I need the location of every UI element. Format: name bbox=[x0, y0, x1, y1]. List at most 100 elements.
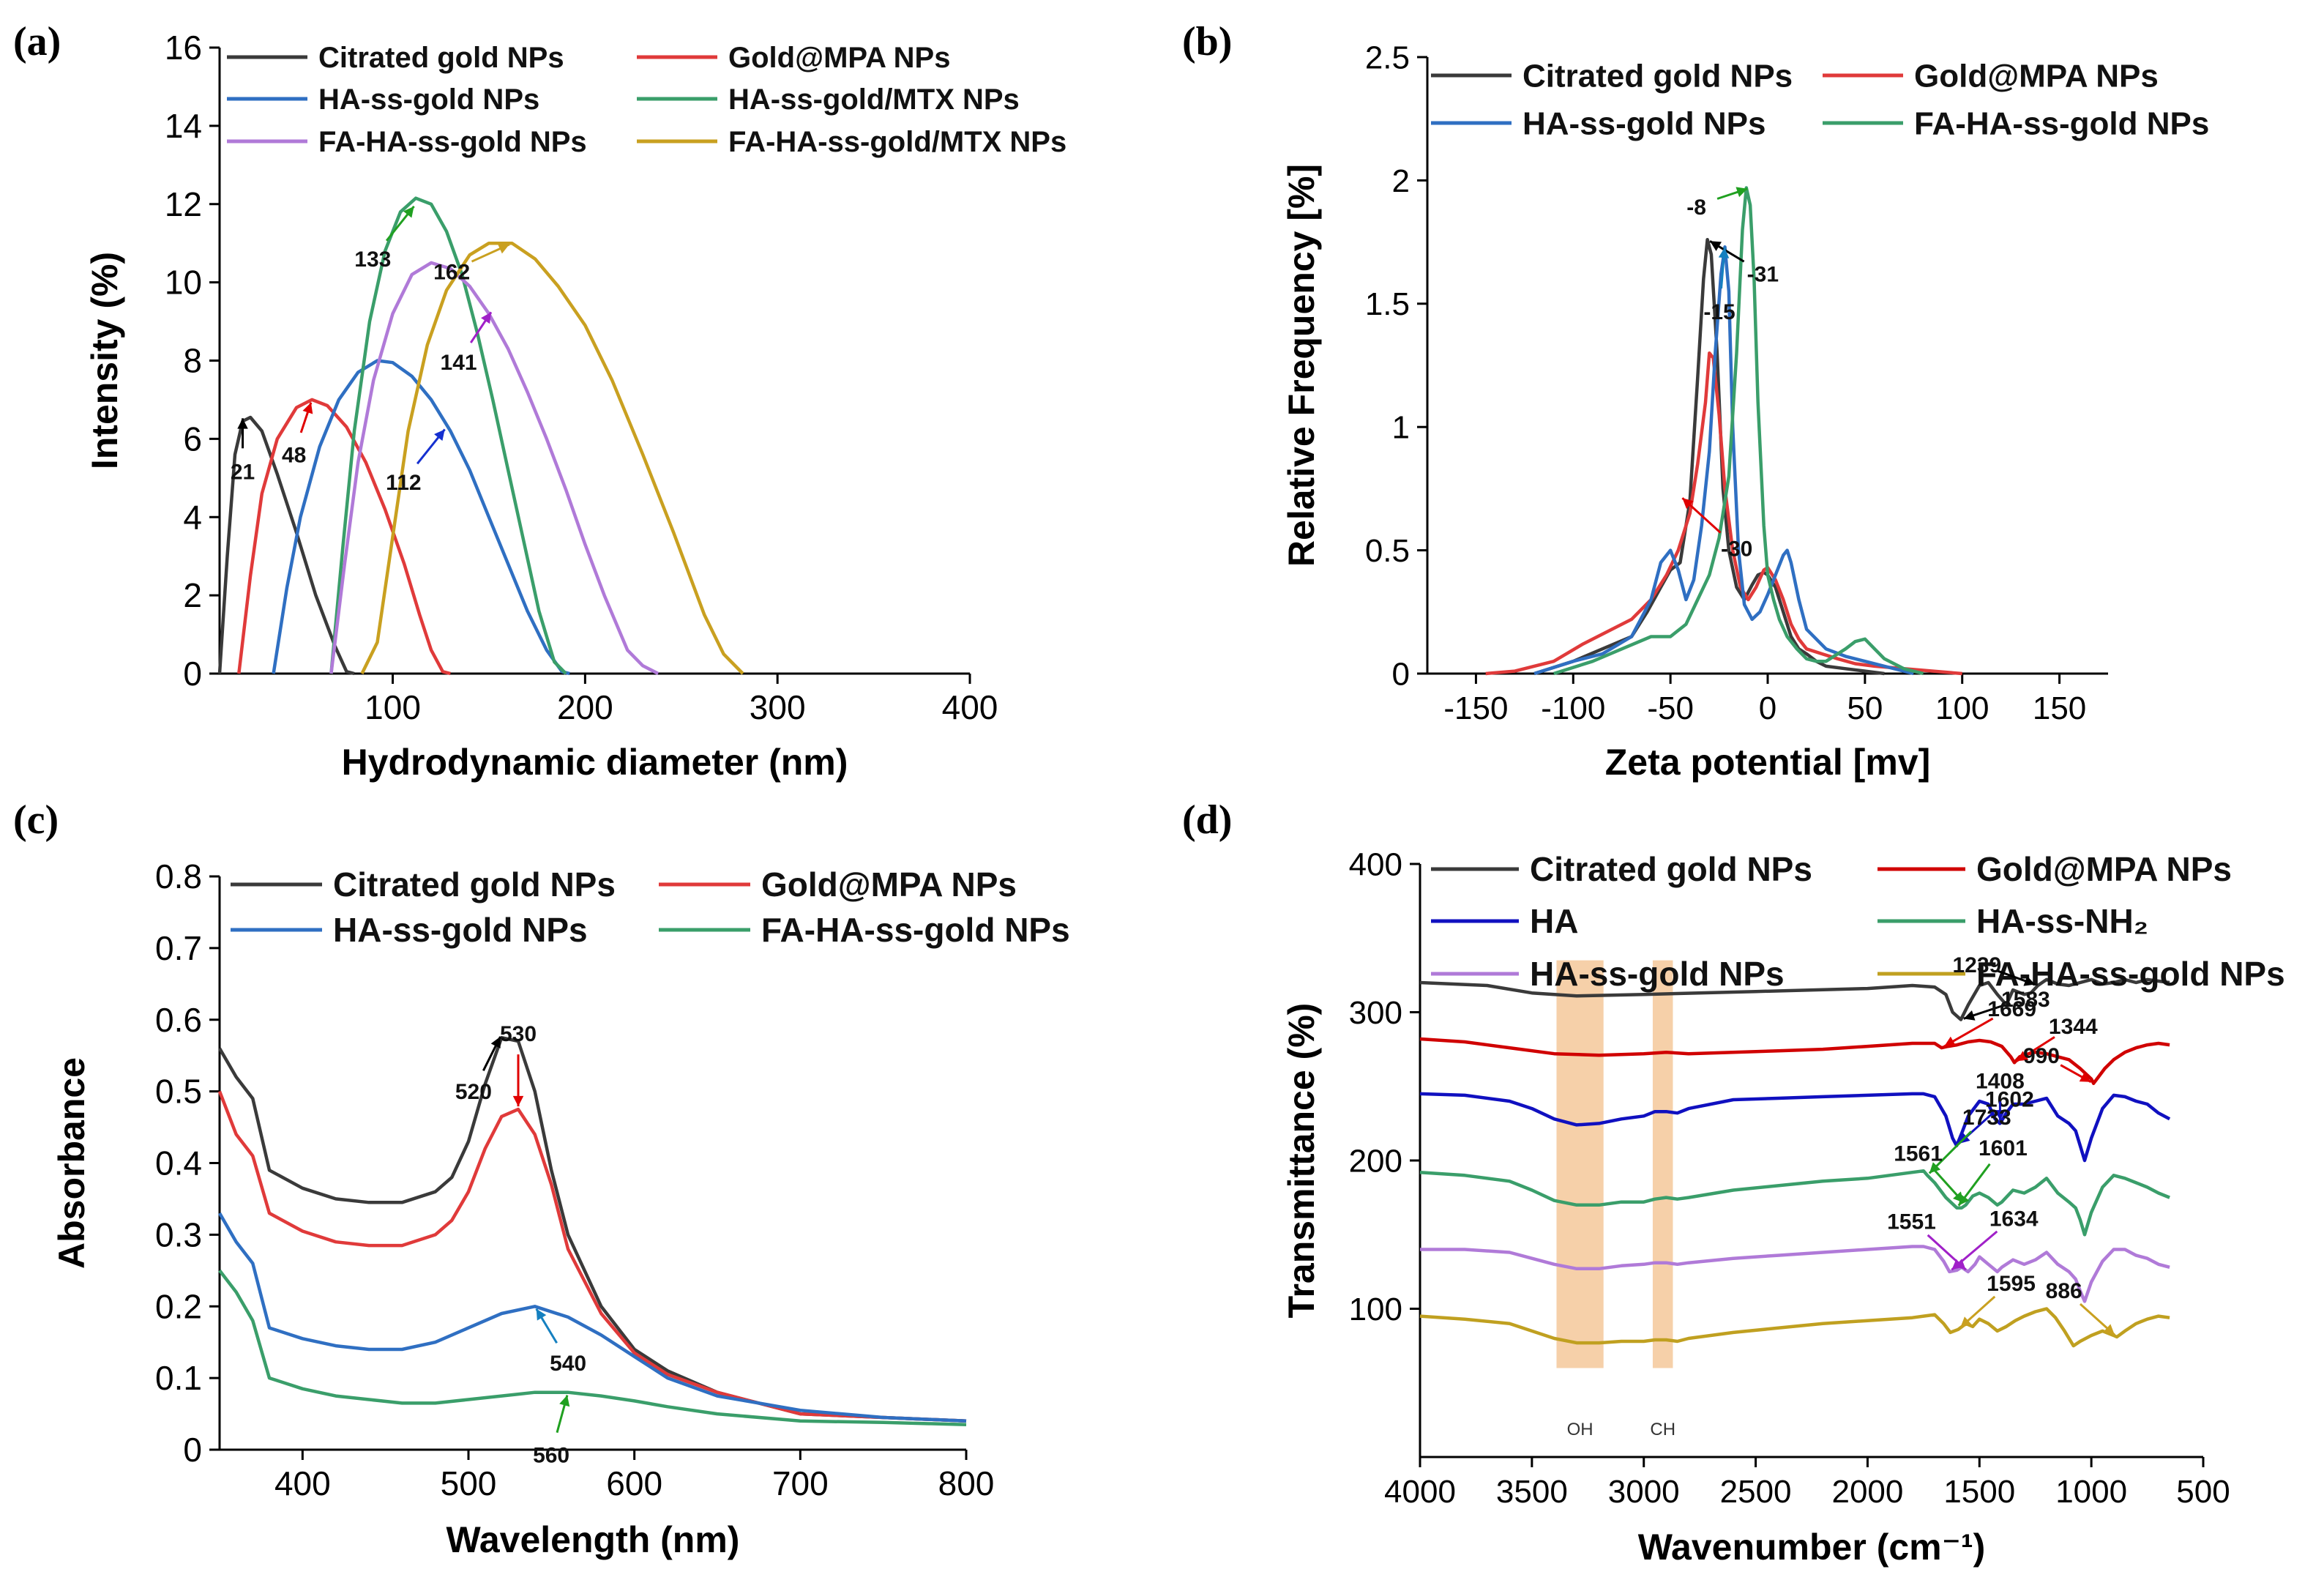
series-line-citrated-gold-nps bbox=[1419, 977, 2170, 1021]
annotation-label: 886 bbox=[2046, 1279, 2082, 1303]
annotation-arrowhead bbox=[2103, 1324, 2115, 1335]
x-tick-label: 800 bbox=[938, 1464, 995, 1502]
series-line-citrated-gold-nps bbox=[217, 415, 355, 676]
x-tick-label: 500 bbox=[441, 1464, 497, 1502]
y-tick-label: 300 bbox=[1349, 995, 1402, 1031]
annotation-arrowhead bbox=[302, 402, 313, 414]
band-oh bbox=[1556, 960, 1604, 1368]
y-tick-label: 12 bbox=[165, 185, 202, 223]
annotation-label: 990 bbox=[2023, 1044, 2060, 1068]
x-tick-label: 1500 bbox=[1943, 1474, 2015, 1510]
y-tick-label: 2 bbox=[1392, 163, 1410, 199]
annotation-arrowhead bbox=[434, 429, 445, 441]
legend-label: HA-ss-gold NPs bbox=[1522, 105, 1766, 141]
legend-label: HA bbox=[1530, 902, 1578, 940]
annotation-arrowhead bbox=[512, 1095, 524, 1107]
annotation-label: -31 bbox=[1747, 263, 1779, 287]
x-tick-label: 3000 bbox=[1608, 1474, 1680, 1510]
legend-label: Gold@MPA NPs bbox=[1976, 850, 2232, 888]
x-tick-label: 300 bbox=[750, 688, 806, 726]
y-tick-label: 2.5 bbox=[1365, 40, 1410, 75]
annotation-label: 133 bbox=[354, 247, 391, 272]
y-tick-label: 0.5 bbox=[1365, 533, 1410, 569]
x-tick-label: 600 bbox=[606, 1464, 662, 1502]
annotation-label: 560 bbox=[533, 1444, 569, 1468]
legend-label: FA-HA-ss-gold NPs bbox=[1976, 955, 2285, 993]
annotation-label: 530 bbox=[500, 1022, 537, 1046]
legend-label: HA-ss-gold NPs bbox=[333, 911, 588, 949]
annotation-label: 1602 bbox=[1985, 1088, 2034, 1112]
x-tick-label: 500 bbox=[2176, 1474, 2230, 1510]
y-tick-label: 4 bbox=[183, 498, 202, 536]
annotation-arrowhead bbox=[1718, 247, 1730, 258]
y-tick-label: 0.1 bbox=[155, 1359, 202, 1397]
legend-label: HA-ss-gold/MTX NPs bbox=[728, 83, 1020, 116]
annotation-arrowhead bbox=[2023, 975, 2036, 986]
series-line-fa-ha-ss-gold-nps bbox=[1553, 186, 1924, 676]
x-tick-label: -100 bbox=[1541, 690, 1605, 726]
x-tick-label: 2000 bbox=[1831, 1474, 1903, 1510]
annotation-label: 1344 bbox=[2049, 1015, 2098, 1039]
legend-label: HA-ss-gold NPs bbox=[1530, 955, 1785, 993]
annotation-arrowhead bbox=[1995, 1110, 2006, 1121]
y-axis-label: Transmittance (%) bbox=[1281, 1003, 1322, 1319]
x-tick-label: 100 bbox=[365, 688, 421, 726]
legend-label: Citrated gold NPs bbox=[318, 42, 564, 74]
x-tick-label: 200 bbox=[557, 688, 613, 726]
panel-label: (b) bbox=[1182, 19, 1232, 64]
annotation-arrowhead bbox=[497, 244, 509, 254]
y-tick-label: 400 bbox=[1349, 846, 1402, 882]
series-line-ha-ss-gold-mtx-nps bbox=[329, 196, 567, 675]
band-label: CH bbox=[1650, 1420, 1675, 1439]
x-axis-label: Hydrodynamic diameter (nm) bbox=[342, 742, 848, 783]
legend-label: Citrated gold NPs bbox=[1522, 58, 1793, 94]
y-tick-label: 0.4 bbox=[155, 1144, 202, 1182]
legend-label: HA-ss-NH₂ bbox=[1976, 902, 2148, 940]
y-tick-label: 0.2 bbox=[155, 1287, 202, 1325]
y-tick-label: 200 bbox=[1349, 1143, 1402, 1179]
series-line-gold-mpa-nps bbox=[1485, 351, 1962, 676]
x-tick-label: 400 bbox=[274, 1464, 331, 1502]
legend-label: FA-HA-ss-gold NPs bbox=[761, 911, 1070, 949]
annotation-label: -8 bbox=[1686, 195, 1706, 220]
annotation-arrowhead bbox=[237, 418, 248, 429]
x-axis-label: Zeta potential [mv] bbox=[1605, 742, 1930, 783]
y-tick-label: 8 bbox=[183, 342, 202, 380]
annotation-label: -30 bbox=[1721, 537, 1752, 562]
legend-label: Gold@MPA NPs bbox=[1914, 58, 2159, 94]
x-tick-label: 4000 bbox=[1384, 1474, 1456, 1510]
annotation-arrowhead bbox=[1682, 498, 1694, 510]
annotation-arrowhead bbox=[559, 1395, 570, 1407]
y-tick-label: 0 bbox=[1392, 656, 1410, 692]
annotation-label: 162 bbox=[433, 261, 470, 285]
series-line-citrated-gold-nps bbox=[218, 1035, 967, 1423]
annotation-label: 1551 bbox=[1887, 1210, 1936, 1234]
x-tick-label: 0 bbox=[1759, 690, 1776, 726]
y-tick-label: 16 bbox=[165, 29, 202, 67]
annotation-arrowhead bbox=[490, 1036, 501, 1048]
annotation-label: 1583 bbox=[2001, 988, 2050, 1012]
annotation-arrowhead bbox=[403, 206, 414, 218]
x-tick-label: 700 bbox=[772, 1464, 829, 1502]
panel-label: (a) bbox=[13, 19, 61, 64]
series-line-fa-ha-ss-gold-mtx-nps bbox=[360, 241, 744, 675]
y-tick-label: 0.6 bbox=[155, 1001, 202, 1039]
x-tick-label: 100 bbox=[1935, 690, 1989, 726]
series-line-ha-ss-nh bbox=[1419, 1169, 2170, 1237]
y-tick-label: 0 bbox=[183, 1431, 202, 1469]
y-tick-label: 1.5 bbox=[1365, 286, 1410, 322]
annotation-label: 520 bbox=[455, 1080, 492, 1104]
panel-c: (c) 400 500 600 700 800 0 0.1 0.2 0.3 0.4 0.5 0.6 0.7… bbox=[13, 797, 1070, 1560]
y-tick-label: 0 bbox=[183, 655, 202, 693]
series-line-gold-mpa-nps bbox=[1419, 1037, 2170, 1085]
annotation-label: 540 bbox=[550, 1352, 586, 1376]
x-axis-label: Wavelength (nm) bbox=[447, 1519, 740, 1560]
annotation-label: 21 bbox=[231, 460, 255, 484]
y-tick-label: 2 bbox=[183, 576, 202, 614]
annotation-label: -15 bbox=[1703, 300, 1735, 324]
band-ch bbox=[1652, 960, 1673, 1368]
panel-b: (b) -150 -100 -50 0 50 100 150 0 0.5 1 1.5 2 2.5 Zeta … bbox=[1182, 19, 2209, 783]
series-line-fa-ha-ss-gold-nps bbox=[1419, 1307, 2170, 1348]
y-tick-label: 100 bbox=[1349, 1292, 1402, 1327]
y-tick-label: 1 bbox=[1392, 410, 1410, 446]
